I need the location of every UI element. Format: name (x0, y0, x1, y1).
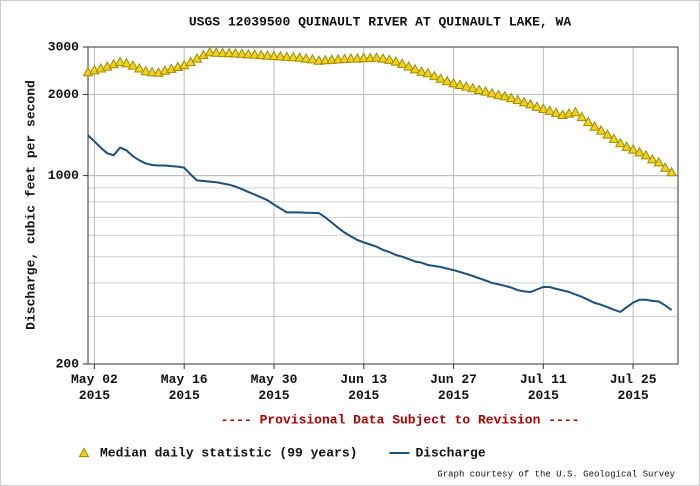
x-tick-label: May 02 2015 (71, 372, 118, 403)
legend-label: Median daily statistic (99 years) (100, 445, 357, 460)
median-marker (448, 77, 459, 88)
median-marker (441, 75, 453, 86)
median-marker (537, 103, 549, 113)
median-marker (210, 47, 222, 57)
y-tick-label: 1000 (48, 168, 79, 183)
y-tick-label: 3000 (48, 39, 79, 54)
x-tick-label: May 16 2015 (160, 372, 208, 403)
median-marker (390, 55, 402, 66)
median-marker (428, 70, 440, 81)
median-marker (307, 53, 318, 64)
median-marker (505, 92, 517, 103)
median-marker (454, 79, 466, 90)
median-marker (371, 52, 382, 62)
median-marker (608, 133, 620, 143)
median-marker (230, 47, 241, 58)
median-marker (223, 47, 235, 58)
y-tick-label: 200 (56, 356, 80, 371)
median-marker (486, 87, 498, 98)
median-marker (300, 52, 312, 63)
median-marker (121, 57, 132, 68)
x-tick-label: Jul 25 2015 (609, 372, 657, 403)
median-marker (525, 98, 536, 109)
median-marker (531, 101, 543, 111)
median-marker (268, 50, 280, 61)
median-marker (384, 54, 395, 64)
median-marker (480, 86, 491, 96)
median-marker (255, 49, 267, 60)
median-marker (358, 52, 370, 63)
median-marker (659, 162, 671, 172)
y-axis-label: Discharge, cubic feet per second (23, 80, 38, 330)
median-marker (602, 129, 613, 139)
median-marker (473, 84, 485, 94)
median-marker (653, 156, 665, 167)
x-tick-label: May 30 2015 (250, 372, 298, 403)
median-marker (576, 111, 588, 122)
median-marker (281, 51, 293, 61)
median-marker (275, 50, 286, 61)
median-marker (133, 62, 145, 73)
median-marker (614, 137, 626, 148)
median-marker (236, 48, 248, 58)
median-marker (262, 49, 273, 60)
x-tick-label: Jun 27 2015 (430, 372, 477, 403)
plot-border (87, 46, 679, 365)
legend-marker (78, 447, 90, 458)
median-marker (249, 49, 261, 59)
median-marker (396, 58, 408, 68)
median-marker (403, 60, 415, 71)
median-marker (114, 56, 126, 67)
discharge-line (87, 134, 673, 314)
median-marker (127, 60, 139, 70)
median-marker (646, 153, 658, 164)
median-marker (409, 63, 421, 74)
median-marker (589, 121, 600, 131)
credit: Graph courtesy of the U.S. Geological Su… (437, 469, 675, 479)
median-marker (627, 143, 639, 154)
median-marker (634, 146, 645, 157)
median-marker (242, 48, 254, 59)
median-marker (550, 107, 562, 117)
chart-title: USGS 12039500 QUINAULT RIVER AT QUINAULT… (189, 14, 571, 29)
x-tick-label: Jun 13 2015 (340, 372, 388, 403)
median-marker (493, 89, 504, 100)
provisional-note: ---- Provisional Data Subject to Revisio… (221, 412, 580, 427)
median-marker (595, 124, 607, 135)
y-tick-label: 2000 (48, 87, 79, 102)
x-tick-label: Jul 11 2015 (519, 372, 567, 403)
median-marker (544, 105, 556, 115)
median-marker (666, 166, 677, 177)
median-marker (640, 149, 652, 160)
legend-label: Discharge (415, 445, 485, 460)
median-marker (294, 52, 305, 62)
median-marker (422, 67, 434, 78)
median-marker (435, 73, 447, 83)
median-marker (582, 116, 594, 127)
median-marker (287, 51, 299, 62)
median-marker (377, 52, 389, 63)
median-marker (621, 141, 633, 151)
median-marker (217, 47, 229, 58)
median-marker (499, 90, 511, 101)
median-marker (461, 81, 472, 91)
median-marker (512, 94, 524, 104)
median-marker (204, 46, 216, 57)
median-marker (570, 106, 581, 117)
median-marker (467, 82, 479, 93)
median-marker (146, 66, 158, 77)
median-marker (140, 65, 152, 76)
median-marker (345, 52, 357, 63)
median-marker (518, 96, 530, 107)
median-marker (416, 66, 427, 76)
